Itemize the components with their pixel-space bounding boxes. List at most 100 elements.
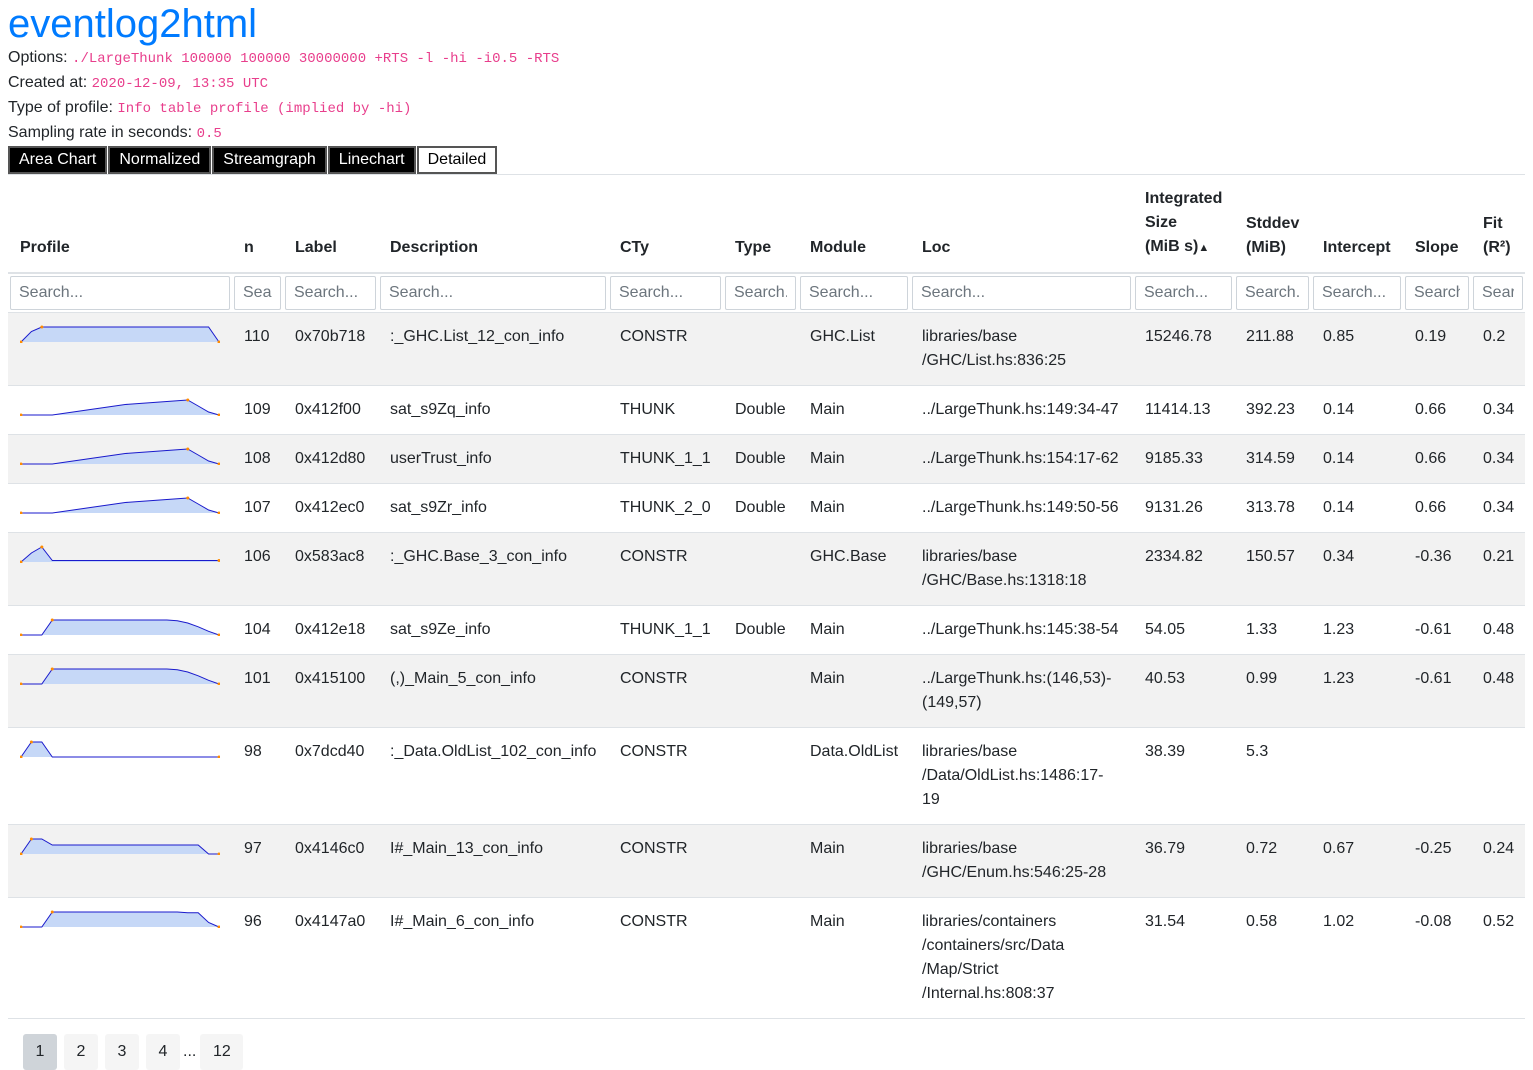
col-cty[interactable]: CTy: [608, 175, 723, 274]
cell-stddev: 211.88: [1234, 312, 1311, 386]
page-4-button[interactable]: 4: [146, 1034, 180, 1070]
cell-loc-line: /GHC/List.hs:836:25: [922, 352, 1067, 369]
search-profile-input[interactable]: [10, 276, 230, 310]
divider: [8, 174, 1525, 175]
sparkline-end-dot: [217, 852, 221, 856]
table-row: 98 0x7dcd40:_Data.OldList_102_con_info CON…: [8, 727, 1525, 825]
sparkline: [19, 447, 221, 466]
cell-fit: 0.48: [1471, 654, 1525, 728]
sparkline-area: [21, 327, 219, 342]
cell-module: Data.OldList: [798, 727, 910, 825]
search-description-input[interactable]: [380, 276, 606, 310]
search-label-input[interactable]: [285, 276, 376, 310]
tab-streamgraph[interactable]: Streamgraph: [212, 146, 327, 174]
cell-description: sat_s9Zq_info: [378, 385, 608, 435]
tab-detailed[interactable]: Detailed: [416, 146, 498, 174]
cell-n: 97: [232, 824, 283, 898]
col-fit[interactable]: Fit (R²): [1471, 175, 1525, 274]
cell-module: Main: [798, 483, 910, 533]
cell-fit: 0.34: [1471, 483, 1525, 533]
cell-loc: libraries/base/GHC/Base.hs:1318:18: [910, 532, 1133, 606]
cell-intercept: 0.34: [1311, 532, 1403, 606]
search-module-input[interactable]: [800, 276, 908, 310]
cell-type: [723, 532, 798, 606]
sparkline-end-dot: [217, 755, 221, 759]
tab-normalized[interactable]: Normalized: [108, 146, 212, 174]
sparkline-start-dot: [19, 755, 23, 759]
col-module[interactable]: Module: [798, 175, 910, 274]
cell-n: 107: [232, 483, 283, 533]
sparkline-area: [21, 839, 219, 854]
cell-module: Main: [798, 824, 910, 898]
cell-n: 110: [232, 312, 283, 386]
col-type[interactable]: Type: [723, 175, 798, 274]
cell-integrated-size: 9131.26: [1133, 483, 1234, 533]
cell-loc-line: ../LargeThunk.hs:(146,53)-: [922, 670, 1112, 687]
cell-fit: 0.52: [1471, 897, 1525, 1019]
search-cty-input[interactable]: [610, 276, 721, 310]
cell-loc: libraries/base/GHC/List.hs:836:25: [910, 312, 1133, 386]
sparkline-area: [21, 912, 219, 927]
sparkline-line: [20, 326, 220, 343]
col-profile[interactable]: Profile: [8, 175, 232, 274]
cell-label: 0x4146c0: [283, 824, 378, 898]
sparkline-start-dot: [19, 340, 23, 344]
col-n[interactable]: n: [232, 175, 283, 274]
cell-stddev: 0.99: [1234, 654, 1311, 728]
page-1-button[interactable]: 1: [23, 1034, 57, 1070]
cell-n: 108: [232, 434, 283, 484]
sparkline: [19, 618, 221, 637]
sparkline-max-dot: [50, 910, 54, 914]
col-label[interactable]: Label: [283, 175, 378, 274]
cell-fit: 0.48: [1471, 605, 1525, 655]
cell-profile: [8, 532, 232, 606]
cell-profile: [8, 385, 232, 435]
sparkline-area: [21, 620, 219, 635]
table-row: 101 0x415100 (,)_Main_5_con_info CONSTR Main…: [8, 654, 1525, 728]
search-slope-input[interactable]: [1405, 276, 1469, 310]
col-stddev[interactable]: Stddev (MiB): [1234, 175, 1311, 274]
col-description[interactable]: Description: [378, 175, 608, 274]
tab-linechart[interactable]: Linechart: [327, 146, 416, 174]
col-intercept[interactable]: Intercept: [1311, 175, 1403, 274]
cell-integrated-size: 31.54: [1133, 897, 1234, 1019]
sparkline-start-dot: [19, 462, 23, 466]
table-row: 110 0x70b718:_GHC.List_12_con_info CONSTR G…: [8, 312, 1525, 386]
search-loc-input[interactable]: [912, 276, 1131, 310]
col-loc[interactable]: Loc: [910, 175, 1133, 274]
search-n-input[interactable]: [234, 276, 281, 310]
cell-module: Main: [798, 654, 910, 728]
sparkline-line: [20, 741, 219, 758]
cell-profile: [8, 824, 232, 898]
page-12-button[interactable]: 12: [200, 1034, 244, 1070]
search-stddev-input[interactable]: [1236, 276, 1309, 310]
cell-n: 106: [232, 532, 283, 606]
page-3-button[interactable]: 3: [105, 1034, 139, 1070]
col-slope[interactable]: Slope: [1403, 175, 1471, 274]
tab-area-chart[interactable]: Area Chart: [8, 146, 108, 174]
col-fit-line1: Fit: [1483, 215, 1503, 232]
sparkline-end-dot: [217, 559, 221, 562]
page-2-button[interactable]: 2: [64, 1034, 98, 1070]
sparkline-end-dot: [217, 633, 221, 637]
cell-slope: [1403, 727, 1471, 825]
search-integrated-input[interactable]: [1135, 276, 1232, 310]
cell-label: 0x70b718: [283, 312, 378, 386]
table-body: 110 0x70b718:_GHC.List_12_con_info CONSTR G…: [8, 312, 1525, 1019]
cell-type: Double: [723, 605, 798, 655]
cell-cty: CONSTR: [608, 532, 723, 606]
cell-loc-line: /containers/src/Data: [922, 937, 1065, 954]
sparkline-start-dot: [19, 925, 23, 929]
cell-module: Main: [798, 605, 910, 655]
options-label: Options:: [8, 49, 68, 66]
cell-profile: [8, 654, 232, 728]
cell-fit: 0.21: [1471, 532, 1525, 606]
search-fit-input[interactable]: [1473, 276, 1523, 310]
sparkline-start-dot: [19, 852, 23, 856]
cell-integrated-size: 38.39: [1133, 727, 1234, 825]
sparkline: [19, 545, 221, 564]
cell-loc-line: /Internal.hs:808:37: [922, 985, 1055, 1002]
search-intercept-input[interactable]: [1313, 276, 1401, 310]
col-integrated-size[interactable]: Integrated Size (MiB s)▲: [1133, 175, 1234, 274]
search-type-input[interactable]: [725, 276, 796, 310]
